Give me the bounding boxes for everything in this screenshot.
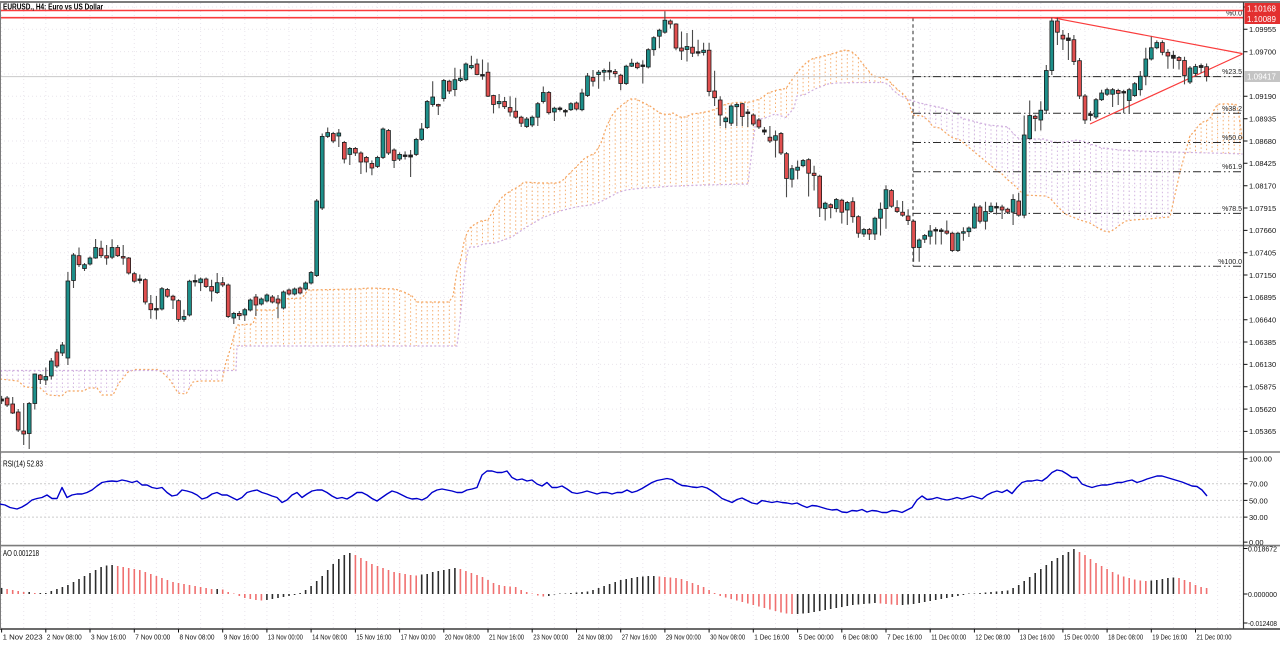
svg-text:17 Nov 00:00: 17 Nov 00:00 xyxy=(401,633,436,642)
svg-text:1.10089: 1.10089 xyxy=(1247,15,1276,24)
svg-text:15 Dec 00:00: 15 Dec 00:00 xyxy=(1064,633,1099,642)
svg-text:50.00: 50.00 xyxy=(1249,496,1268,505)
svg-text:%100.0: %100.0 xyxy=(1218,259,1242,266)
svg-text:EURUSD., H4: Euro vs US Dolla: EURUSD., H4: Euro vs US Dollar xyxy=(3,3,103,12)
svg-text:14 Nov 08:00: 14 Nov 08:00 xyxy=(312,633,347,642)
svg-text:1.08170: 1.08170 xyxy=(1249,182,1276,191)
svg-text:5 Dec 00:00: 5 Dec 00:00 xyxy=(799,633,834,642)
svg-text:70.00: 70.00 xyxy=(1249,480,1268,489)
svg-text:0.018672: 0.018672 xyxy=(1248,544,1277,553)
svg-text:11 Dec 00:00: 11 Dec 00:00 xyxy=(931,633,966,642)
svg-text:1 Dec 16:00: 1 Dec 16:00 xyxy=(754,633,789,642)
svg-text:100.00: 100.00 xyxy=(1249,455,1272,464)
svg-text:20 Nov 08:00: 20 Nov 08:00 xyxy=(445,633,480,642)
svg-text:%50.0: %50.0 xyxy=(1222,135,1242,142)
svg-text:21 Nov 16:00: 21 Nov 16:00 xyxy=(489,633,524,642)
svg-text:1.06385: 1.06385 xyxy=(1249,338,1276,347)
svg-text:1.09417: 1.09417 xyxy=(1247,73,1276,82)
svg-text:13 Dec 16:00: 13 Dec 16:00 xyxy=(1020,633,1055,642)
svg-text:1.05365: 1.05365 xyxy=(1249,427,1276,436)
svg-text:2 Nov 08:00: 2 Nov 08:00 xyxy=(47,633,82,642)
svg-text:1.08425: 1.08425 xyxy=(1249,159,1276,168)
svg-text:1.10168: 1.10168 xyxy=(1247,5,1276,14)
svg-text:1 Nov 2023: 1 Nov 2023 xyxy=(3,633,43,642)
svg-text:AO 0.001218: AO 0.001218 xyxy=(3,549,39,558)
svg-text:-0.012408: -0.012408 xyxy=(1248,619,1277,628)
svg-text:%38.2: %38.2 xyxy=(1222,106,1242,113)
svg-text:13 Nov 00:00: 13 Nov 00:00 xyxy=(268,633,303,642)
svg-text:1.07915: 1.07915 xyxy=(1249,204,1276,213)
svg-text:12 Dec 08:00: 12 Dec 08:00 xyxy=(975,633,1010,642)
svg-text:RSI(14) 52.83: RSI(14) 52.83 xyxy=(3,460,43,469)
svg-text:9 Nov 16:00: 9 Nov 16:00 xyxy=(224,633,259,642)
svg-text:1.08680: 1.08680 xyxy=(1249,137,1276,146)
svg-text:7 Nov 00:00: 7 Nov 00:00 xyxy=(135,633,170,642)
svg-text:21 Dec 00:00: 21 Dec 00:00 xyxy=(1197,633,1232,642)
svg-text:19 Dec 16:00: 19 Dec 16:00 xyxy=(1152,633,1187,642)
svg-text:3 Nov 16:00: 3 Nov 16:00 xyxy=(91,633,126,642)
svg-text:18 Dec 08:00: 18 Dec 08:00 xyxy=(1108,633,1143,642)
svg-text:24 Nov 08:00: 24 Nov 08:00 xyxy=(578,633,613,642)
svg-text:27 Nov 16:00: 27 Nov 16:00 xyxy=(622,633,657,642)
svg-text:1.09700: 1.09700 xyxy=(1249,48,1276,57)
svg-text:7 Dec 16:00: 7 Dec 16:00 xyxy=(887,633,922,642)
svg-text:6 Dec 08:00: 6 Dec 08:00 xyxy=(843,633,878,642)
svg-text:%0.0: %0.0 xyxy=(1226,11,1242,18)
svg-text:1.08935: 1.08935 xyxy=(1249,115,1276,124)
svg-text:15 Nov 16:00: 15 Nov 16:00 xyxy=(356,633,391,642)
svg-text:29 Nov 00:00: 29 Nov 00:00 xyxy=(666,633,701,642)
svg-text:1.05875: 1.05875 xyxy=(1249,383,1276,392)
svg-text:0.000000: 0.000000 xyxy=(1248,590,1277,599)
svg-text:1.07150: 1.07150 xyxy=(1249,271,1276,280)
svg-text:1.09190: 1.09190 xyxy=(1249,92,1276,101)
svg-text:%23.5: %23.5 xyxy=(1222,69,1242,76)
svg-text:8 Nov 08:00: 8 Nov 08:00 xyxy=(180,633,215,642)
svg-text:30 Nov 08:00: 30 Nov 08:00 xyxy=(710,633,745,642)
svg-text:1.07405: 1.07405 xyxy=(1249,249,1276,258)
svg-text:30.00: 30.00 xyxy=(1249,513,1268,522)
svg-text:1.06130: 1.06130 xyxy=(1249,360,1276,369)
svg-text:1.07660: 1.07660 xyxy=(1249,226,1276,235)
svg-text:1.09955: 1.09955 xyxy=(1249,25,1276,34)
svg-text:1.05620: 1.05620 xyxy=(1249,405,1276,414)
svg-text:23 Nov 00:00: 23 Nov 00:00 xyxy=(533,633,568,642)
svg-text:1.06895: 1.06895 xyxy=(1249,293,1276,302)
svg-text:%61.9: %61.9 xyxy=(1222,164,1242,171)
svg-text:1.06640: 1.06640 xyxy=(1249,316,1276,325)
svg-text:%78.5: %78.5 xyxy=(1222,206,1242,213)
